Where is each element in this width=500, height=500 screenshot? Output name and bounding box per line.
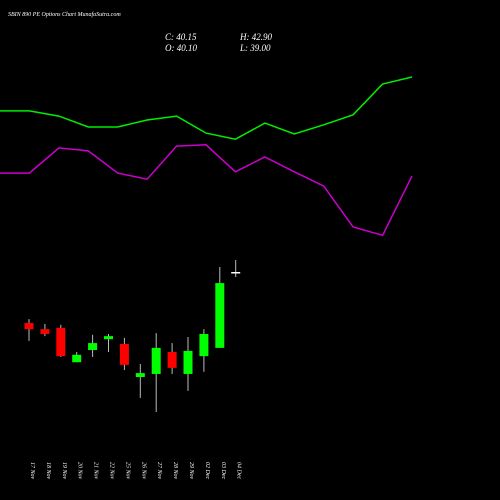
open-text: O: 40.10 xyxy=(165,43,197,53)
high-text: H: 42.90 xyxy=(239,32,272,42)
x-tick-label: 21 Nov xyxy=(93,462,99,480)
candle-body xyxy=(135,373,145,377)
candle-body xyxy=(88,343,98,351)
x-tick-label: 02 Dec xyxy=(204,462,210,479)
x-tick-label: 28 Nov xyxy=(172,462,178,480)
candle-body xyxy=(231,272,241,274)
low-text: L: 39.00 xyxy=(239,43,271,53)
candle-body xyxy=(215,283,225,348)
x-tick-label: 20 Nov xyxy=(77,462,83,480)
close-text: C: 40.15 xyxy=(165,32,197,42)
candle-body xyxy=(24,323,34,330)
indicator-line xyxy=(0,76,413,140)
x-tick-label: 22 Nov xyxy=(109,462,115,480)
candle-body xyxy=(183,350,193,374)
x-tick-label: 17 Nov xyxy=(29,462,35,480)
candle-body xyxy=(151,347,161,374)
x-tick-label: 18 Nov xyxy=(45,462,51,480)
candle-body xyxy=(119,343,129,365)
x-tick-label: 04 Dec xyxy=(236,462,243,479)
candle-body xyxy=(199,333,209,357)
x-tick-label: 03 Dec xyxy=(220,462,226,479)
candle-body xyxy=(104,336,113,340)
x-tick-label: 19 Nov xyxy=(61,462,67,480)
x-tick-label: 29 Nov xyxy=(188,462,194,480)
candle-body xyxy=(40,329,50,334)
x-tick-label: 27 Nov xyxy=(156,462,162,480)
x-tick-label: 26 Nov xyxy=(140,462,146,480)
candle-body xyxy=(72,354,82,363)
chart-title: SBIN 890 PE Options Chart MunafaSutra.co… xyxy=(8,11,121,18)
indicator-line xyxy=(0,144,413,237)
candle-body xyxy=(56,327,66,357)
x-tick-label: 25 Nov xyxy=(124,462,130,480)
candle-body xyxy=(167,352,177,368)
